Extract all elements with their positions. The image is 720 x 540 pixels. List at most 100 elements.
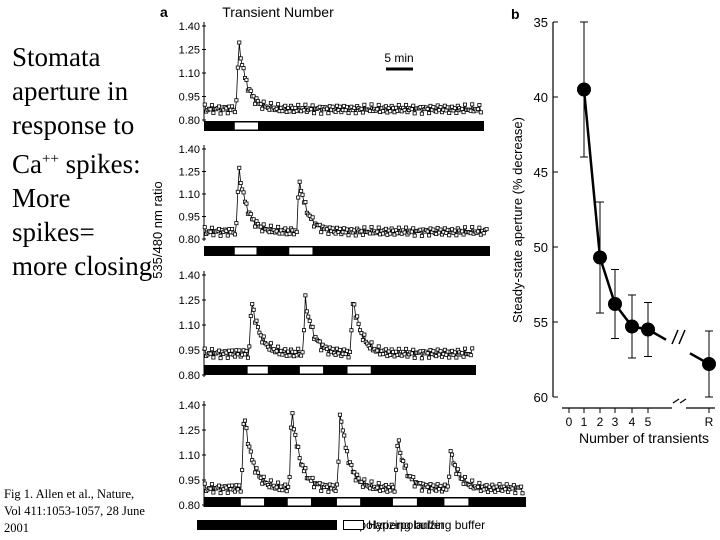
- trace-1-point: [369, 102, 374, 107]
- trace-4-point: [375, 485, 380, 490]
- trace-4-point: [297, 456, 302, 461]
- trace-3-point: [232, 354, 237, 359]
- trace-2-point: [484, 227, 489, 232]
- trace-4-group: 0.80 0.95 1.10 1.25 1.40: [179, 400, 526, 512]
- trace-4-point: [290, 411, 295, 416]
- trace-1-point: [208, 107, 213, 112]
- trace-1-point: [396, 103, 401, 108]
- trace-4-ytick-label: 0.95: [179, 475, 200, 487]
- trace-4-ytick-label: 0.80: [179, 500, 200, 512]
- trace-1-point: [326, 111, 331, 116]
- trace-2-point: [261, 222, 266, 227]
- trace-2-point: [274, 229, 279, 234]
- scale-bar-label: 5 min: [384, 51, 413, 65]
- trace-1-point: [253, 101, 258, 106]
- trace-4-point: [340, 428, 345, 433]
- trace-1-point: [248, 88, 253, 93]
- title-line-5: More: [12, 183, 71, 213]
- panel-a-ylabel: 535/480 nm ratio: [150, 181, 165, 279]
- trace-4-point: [284, 489, 289, 494]
- trace-2-point: [346, 233, 351, 238]
- trace-4-point: [425, 484, 430, 489]
- trace-4-point: [511, 483, 516, 488]
- trace-1-point: [359, 106, 364, 111]
- trace-3-point: [237, 348, 242, 353]
- trace-4-point: [391, 485, 396, 490]
- trace-2-point: [230, 226, 235, 231]
- trace-4-point: [352, 470, 357, 475]
- trace-2-point: [303, 200, 308, 205]
- trace-4-point: [326, 489, 331, 494]
- trace-4-point: [393, 467, 398, 472]
- trace-4-point: [232, 489, 237, 494]
- trace-3-point: [468, 353, 473, 358]
- trace-3-point: [261, 334, 266, 339]
- trace-2-point: [260, 229, 265, 234]
- trace-3-depolarizing-bar: [204, 365, 476, 375]
- trace-3-ytick-label: 0.80: [179, 370, 200, 382]
- trace-3-markers: [202, 293, 475, 361]
- trace-4-markers: [202, 411, 525, 496]
- panel-b-line-break: [671, 329, 679, 345]
- trace-3-point: [447, 355, 452, 360]
- trace-4-point: [445, 484, 450, 489]
- panel-b-ytick-label: 55: [534, 315, 548, 330]
- trace-3-point: [304, 309, 309, 314]
- trace-1-point: [218, 111, 223, 116]
- trace-4-point: [312, 485, 317, 490]
- trace-3-point: [383, 347, 388, 352]
- trace-4-point: [392, 489, 397, 494]
- trace-2-point: [438, 227, 443, 232]
- trace-4-ytick-label: 1.10: [179, 450, 200, 462]
- trace-2-point: [296, 195, 301, 200]
- trace-1-point: [303, 102, 308, 107]
- trace-3-point: [245, 355, 250, 360]
- trace-1-ytick-label: 1.10: [179, 68, 200, 80]
- trace-1-point: [280, 109, 285, 114]
- trace-4-point: [488, 488, 493, 493]
- trace-3-point: [319, 348, 324, 353]
- trace-2-point: [280, 231, 285, 236]
- trace-2-point: [235, 189, 240, 194]
- trace-4-point: [369, 479, 374, 484]
- title-line-3: response to: [12, 110, 135, 140]
- trace-4-point: [243, 418, 248, 423]
- trace-3-point: [211, 355, 216, 360]
- trace-4-point: [404, 463, 409, 468]
- trace-4-point: [452, 463, 457, 468]
- trace-4-point: [457, 472, 462, 477]
- trace-1-point: [268, 101, 273, 106]
- trace-2-point: [209, 225, 214, 230]
- trace-3-point: [362, 332, 367, 337]
- trace-4-point: [513, 491, 518, 496]
- trace-4-point: [240, 467, 245, 472]
- trace-2-point: [369, 225, 374, 230]
- trace-3-point: [230, 348, 235, 353]
- title-ca-superscript: ++: [42, 151, 59, 167]
- trace-2-point: [244, 201, 249, 206]
- trace-1-point: [388, 109, 393, 114]
- trace-4-hyperpolarizing-segment: [286, 497, 312, 507]
- trace-4-point: [261, 474, 266, 479]
- trace-1-point: [274, 106, 279, 111]
- panel-b-xtick-label: 3: [612, 415, 619, 429]
- trace-4-point: [497, 482, 502, 487]
- trace-4-point: [324, 484, 329, 489]
- trace-4-hyperpolarizing-segment: [443, 497, 470, 507]
- panel-b-ytick-label: 40: [534, 90, 548, 105]
- trace-2-point: [454, 233, 459, 238]
- trace-2-ytick-label: 1.10: [179, 189, 200, 201]
- trace-2-point: [208, 229, 213, 234]
- trace-4-point: [202, 481, 207, 486]
- panel-b-xtick-label: R: [705, 415, 714, 429]
- trace-1-point: [431, 105, 436, 110]
- trace-1-point: [238, 56, 243, 61]
- trace-4-point: [519, 484, 524, 489]
- traces-group: 0.80 0.95 1.10 1.25 1.40 0.80 0.95 1.10 1.25 1.40…: [179, 21, 526, 512]
- trace-1-ytick-label: 0.80: [179, 115, 200, 127]
- trace-2-point: [470, 225, 475, 230]
- trace-4-point: [475, 484, 480, 489]
- panel-b-xtick-label: 2: [597, 415, 604, 429]
- trace-4-point: [504, 482, 509, 487]
